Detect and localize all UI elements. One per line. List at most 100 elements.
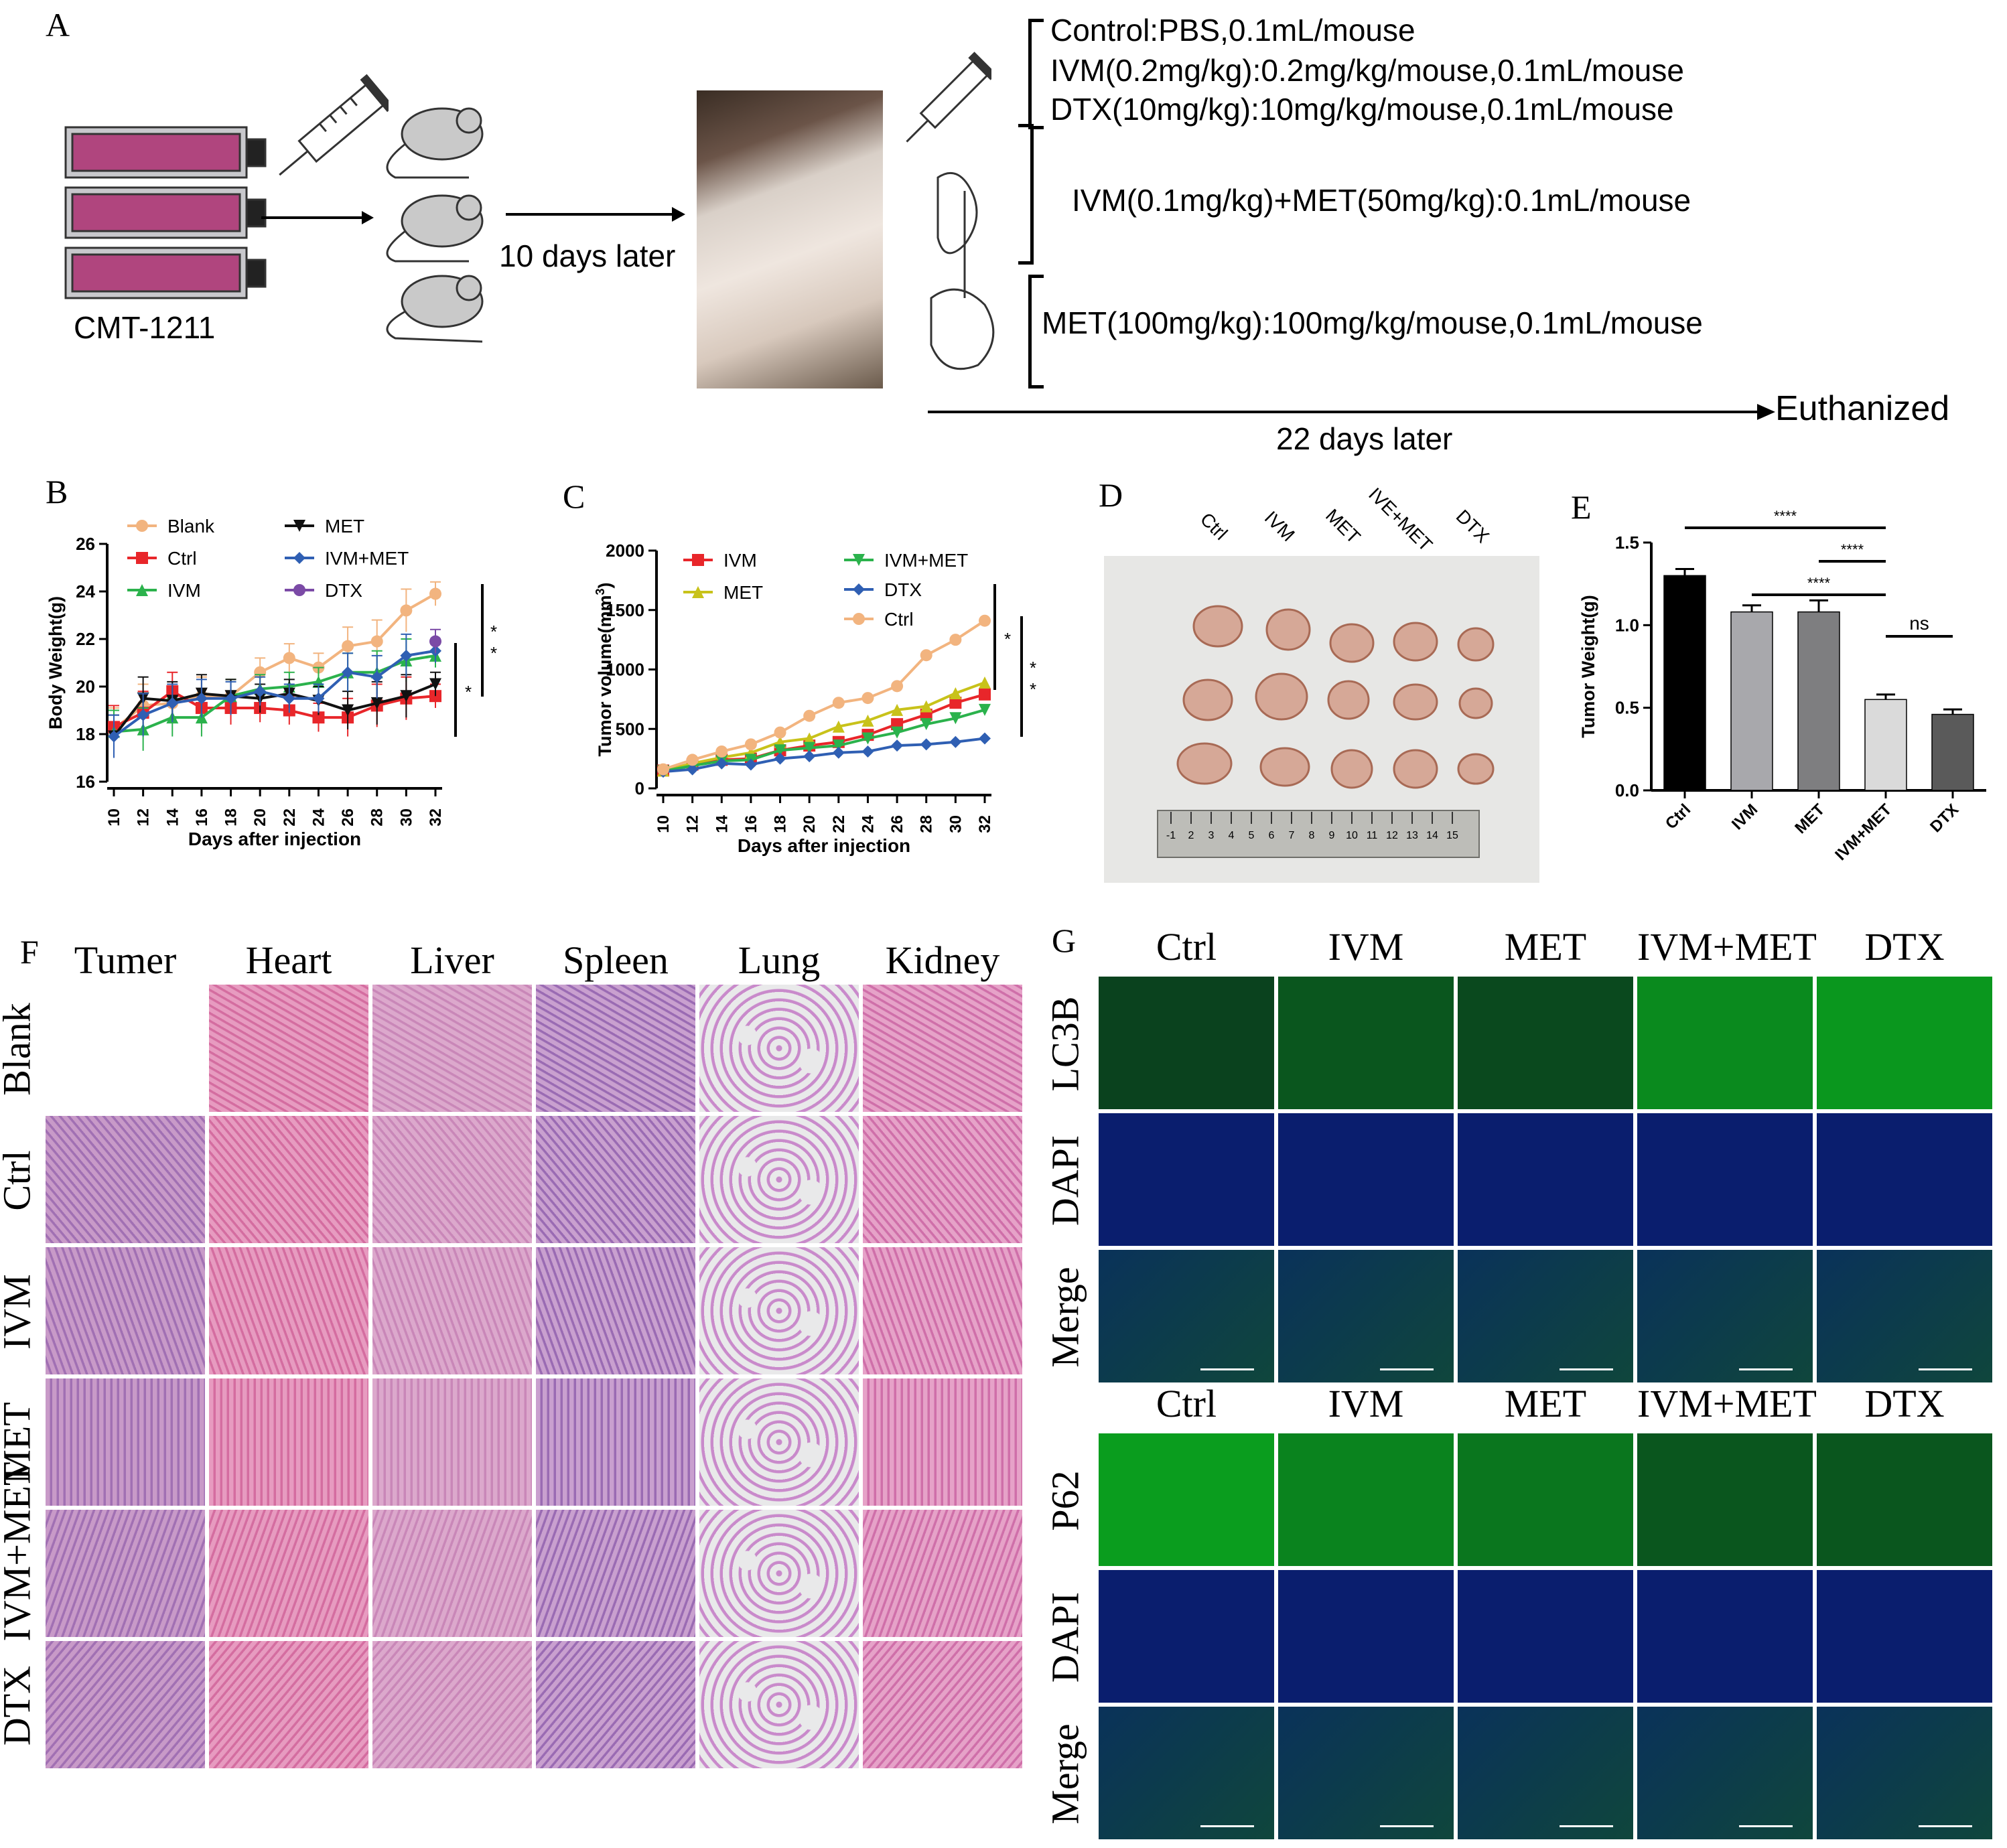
he-micrograph [863,1247,1022,1374]
data-point [861,732,874,745]
immunofluorescence-grid: Ctrl IVM MET IVM+MET DTX LC3B DAPI Merge Ctrl IVM… [1044,918,2007,1848]
panel-label-b: B [46,473,68,510]
significance-mark: * [490,643,497,663]
if-micrograph [1637,1113,1813,1246]
he-micrograph [536,1378,695,1506]
data-point [312,692,325,705]
data-point [137,709,149,721]
if-micrograph [1099,977,1274,1109]
scale-bar [1200,1825,1254,1827]
ruler-tick-label: 15 [1446,830,1458,841]
syringe-icon [906,52,991,143]
series-line [663,708,985,773]
he-micrograph [372,1510,532,1637]
he-column-label: Liver [410,938,494,982]
bar [1864,699,1907,791]
excised-tumor-photo: -1 2 3 4 5 6 7 8 9 10 11 12 13 14 15 [1104,556,1539,883]
tumor-labels-row: Ctrl IVM MET IVE+MET DTX [1179,484,1554,556]
if-micrograph [1458,1250,1633,1382]
he-micrograph [699,1378,859,1506]
x-tick-label: 14 [163,808,182,826]
ruler-tick-label: 11 [1367,830,1378,841]
data-point [136,552,148,564]
ruler-tick-label: 14 [1426,830,1438,841]
he-micrograph [46,1641,205,1768]
he-column-label: Spleen [563,938,669,982]
data-point [686,763,699,776]
protocol-line-dtx: DTX(10mg/kg):10mg/kg/mouse,0.1mL/mouse [1050,92,1674,127]
x-tick-label: 32 [976,815,994,833]
x-tick-label: 22 [830,815,848,833]
y-tick-label: 20 [76,677,95,697]
x-tick-label: 18 [222,808,240,827]
if-column-label: DTX [1864,925,1945,969]
if-column-label: MET [1504,1382,1587,1425]
series-line [113,649,436,738]
data-point [692,586,704,598]
ruler-tick-label: 6 [1269,830,1275,841]
data-point [224,692,237,705]
y-tick-label: 26 [76,534,95,554]
data-point [108,730,120,743]
step-duration-label: 10 days later [499,238,676,273]
y-axis-label: Tumor volume(mm3) [594,582,615,756]
scale-bar [1919,1368,1972,1370]
x-tick-label: 20 [251,808,269,827]
scale-bar [1739,1368,1793,1370]
tumor-volume-chart: 0 500 1000 1500 2000 10 12 14 16 18 20 22 24 26 28 30 32… [594,541,1036,856]
data-point [853,583,865,595]
he-micrograph [372,1247,532,1374]
if-micrograph [1817,1570,1992,1703]
data-point [979,677,991,689]
he-staining-grid: Tumer Heart Liver Spleen Lung Kidney Blank Ctrl… [0,924,1032,1848]
data-point [293,584,305,596]
data-point [744,738,757,751]
tumor-bearing-mouse-photo [697,90,883,388]
bar [1797,611,1840,791]
data-point [283,692,295,705]
x-tick-label: 28 [368,808,387,827]
he-row-label: Ctrl [0,1150,39,1211]
bar [1931,713,1974,791]
y-tick-label: 1000 [606,660,644,680]
data-point [400,690,413,703]
he-micrograph [536,1641,695,1768]
if-column-label: IVM+MET [1637,925,1817,969]
data-point [312,711,325,724]
data-point [920,718,932,731]
legend-label: Blank [167,516,215,537]
tumor-col-label: MET [1322,504,1365,548]
y-tick-label: 0 [635,778,644,798]
data-point [861,714,874,727]
he-micrograph [372,1641,532,1768]
he-micrograph [863,1510,1022,1637]
data-point [293,552,305,564]
he-micrograph [209,985,368,1112]
data-point [370,670,383,683]
if-micrograph [1637,1707,1813,1839]
if-micrograph [1817,977,1992,1109]
data-point [891,726,904,739]
if-micrograph [1637,1250,1813,1382]
tumor-weight-chart: 0.0 0.5 1.0 1.5 Tumor Weight(g) Ctrl IVM MET IVM… [1578,508,1986,864]
legend-label: MET [723,582,763,603]
euthanized-label: Euthanized [1775,389,1950,428]
data-point [803,741,816,754]
he-micrograph [863,1116,1022,1243]
data-point [774,752,786,765]
body-weight-chart: 16 18 20 22 24 26 10 12 14 16 18 20 22 24 26 28 30 32 Days… [46,516,497,849]
data-point [861,692,874,705]
data-point [803,732,816,745]
data-point [949,634,962,646]
scale-bar [1380,1368,1434,1370]
data-point [254,685,267,698]
arrow-right-icon [506,207,685,222]
tumor-col-label: IVE+MET [1365,484,1437,556]
he-micrograph [46,1510,205,1637]
data-point [429,587,441,600]
if-micrograph [1637,1433,1813,1566]
x-tick-label: 24 [859,814,877,833]
y-tick-label: 22 [76,629,95,649]
data-point [832,746,845,759]
y-tick-label: 500 [616,719,644,739]
